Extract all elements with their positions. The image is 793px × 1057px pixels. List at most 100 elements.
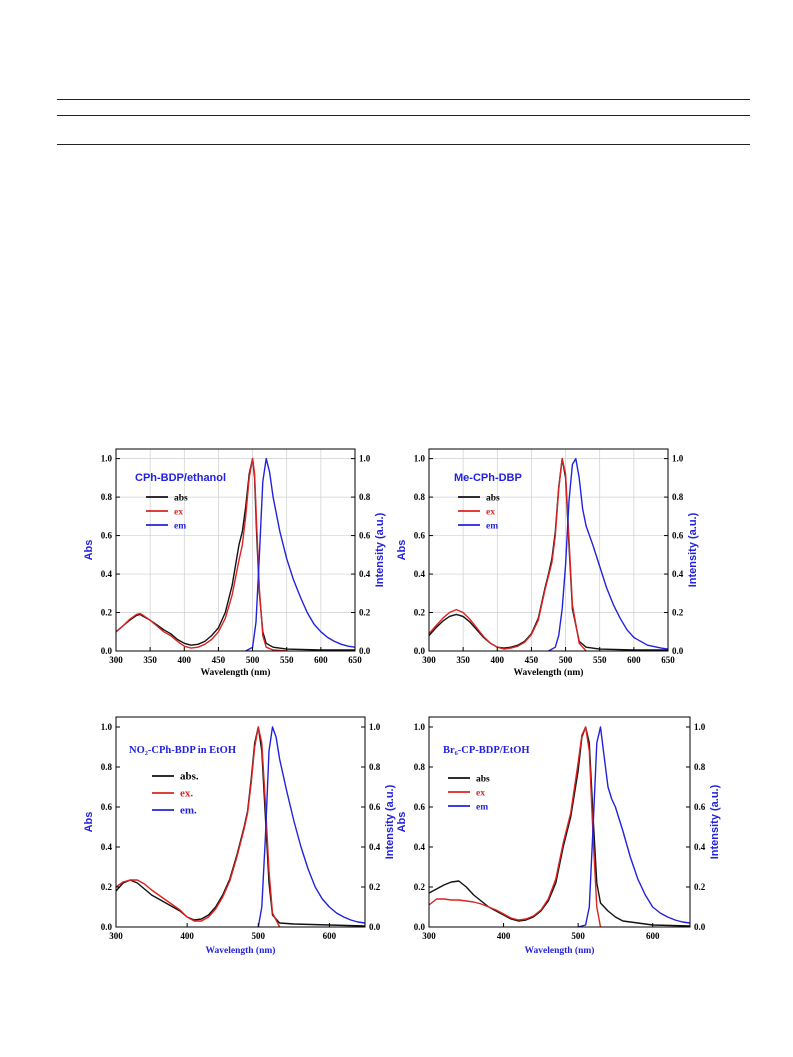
bottom-rule <box>57 144 750 145</box>
x-tick-label: 300 <box>109 931 123 941</box>
x-tick-label: 300 <box>422 655 436 665</box>
y-tick-label: 0.0 <box>101 646 113 656</box>
x-tick-label: 400 <box>491 655 505 665</box>
legend-label: em <box>174 522 186 532</box>
x-tick-label: 300 <box>109 655 123 665</box>
x-tick-label: 350 <box>143 655 157 665</box>
y-axis-label: Abs <box>396 540 408 561</box>
middle-rule <box>57 115 750 116</box>
series-line-ex <box>116 457 287 651</box>
series-line-ex <box>116 726 281 927</box>
y-tick-label: 0.4 <box>101 842 113 852</box>
series-line-em <box>245 457 355 651</box>
y-tick-label: 0.6 <box>101 802 113 812</box>
legend-label: ex <box>174 508 183 518</box>
y2-tick-label: 0.2 <box>672 608 684 618</box>
chart-title: CPh-BDP/ethanol <box>135 472 226 484</box>
y-tick-label: 0.2 <box>101 608 113 618</box>
y2-axis-label: Intensity (a.u.) <box>384 784 396 859</box>
y-tick-label: 0.0 <box>414 646 426 656</box>
y2-tick-label: 0.4 <box>672 569 684 579</box>
x-axis-label: Wavelength (nm) <box>525 945 595 956</box>
y2-tick-label: 0.0 <box>359 646 371 656</box>
y2-tick-label: 0.8 <box>359 492 371 502</box>
legend-label: em. <box>180 805 197 817</box>
y2-tick-label: 0.0 <box>694 922 706 932</box>
x-tick-label: 550 <box>593 655 607 665</box>
y2-tick-label: 0.8 <box>672 492 684 502</box>
x-tick-label: 500 <box>252 931 266 941</box>
x-axis-label: Wavelength (nm) <box>206 945 276 956</box>
chart-panel-2: 300 350 400 450 500 550 600 650 0.0 0.2 0.4 0.6 0.8 1… <box>396 448 699 678</box>
y2-axis-label: Intensity (a.u.) <box>687 512 699 587</box>
series-line-ex <box>429 726 602 927</box>
y-tick-label: 0.6 <box>414 802 426 812</box>
y-tick-label: 0.8 <box>101 492 113 502</box>
y-tick-label: 1.0 <box>101 454 113 464</box>
y2-tick-label: 0.8 <box>369 762 381 772</box>
chart-panel-3: 300 400 500 600 0.0 0.2 0.4 0.6 0.8 1.0 0.0 0.2 0.4 0… <box>83 716 396 956</box>
plot-frame <box>428 448 669 652</box>
y2-tick-label: 0.0 <box>369 922 381 932</box>
x-tick-label: 500 <box>571 931 585 941</box>
chart-title: Me-CPh-DBP <box>454 472 522 484</box>
y2-tick-label: 1.0 <box>359 454 371 464</box>
y-tick-label: 0.4 <box>414 842 426 852</box>
chart-panel-1: 300 350 400 450 500 550 600 6500.00.20.40.60.81… <box>83 448 386 678</box>
x-tick-label: 500 <box>559 655 573 665</box>
legend-label: em <box>476 803 488 813</box>
x-tick-label: 650 <box>661 655 675 665</box>
legend-label: abs <box>174 494 188 504</box>
y-tick-label: 0.0 <box>414 922 426 932</box>
y-tick-label: 0.8 <box>101 762 113 772</box>
y2-tick-label: 0.6 <box>694 802 706 812</box>
x-tick-label: 350 <box>456 655 470 665</box>
plot-frame <box>428 716 691 928</box>
x-tick-label: 600 <box>627 655 641 665</box>
plot-frame <box>115 716 366 928</box>
y-axis-label: Abs <box>396 812 408 833</box>
y2-tick-label: 0.4 <box>369 842 381 852</box>
legend-label: em <box>486 522 498 532</box>
x-axis-label: Wavelength (nm) <box>201 667 271 678</box>
y2-tick-label: 0.2 <box>359 608 371 618</box>
y2-tick-label: 0.6 <box>369 802 381 812</box>
chart-panel-4: 300 400 500 600 0.0 0.2 0.4 0.6 0.8 1.0 0.0 0.2 0.4 0… <box>396 716 721 956</box>
y-tick-label: 0.2 <box>101 882 113 892</box>
x-tick-label: 450 <box>212 655 226 665</box>
y2-tick-label: 1.0 <box>369 722 381 732</box>
x-tick-label: 650 <box>348 655 362 665</box>
y2-tick-label: 0.2 <box>694 882 706 892</box>
y-axis-label: Abs <box>83 540 95 561</box>
series-line-abs <box>429 726 690 927</box>
y2-axis-label: Intensity (a.u.) <box>374 512 386 587</box>
plot-frame <box>115 448 356 652</box>
series-line-em <box>577 726 690 927</box>
chart-title: Br₆-CP-BDP/EtOH <box>443 745 530 756</box>
y-tick-label: 1.0 <box>101 722 113 732</box>
legend-label: ex <box>486 508 495 518</box>
legend-label: ex <box>476 789 485 799</box>
legend-label: abs. <box>180 771 199 783</box>
y2-tick-label: 0.4 <box>359 569 371 579</box>
y2-tick-label: 0.4 <box>694 842 706 852</box>
y-tick-label: 0.6 <box>414 531 426 541</box>
x-tick-label: 550 <box>280 655 294 665</box>
series-line-ex <box>429 457 587 651</box>
y-tick-label: 0.8 <box>414 492 426 502</box>
y-tick-label: 1.0 <box>414 454 426 464</box>
x-tick-label: 500 <box>246 655 260 665</box>
x-tick-label: 400 <box>178 655 192 665</box>
y-tick-label: 0.2 <box>414 608 426 618</box>
y2-axis-label: Intensity (a.u.) <box>709 784 721 859</box>
y-tick-label: 0.6 <box>101 531 113 541</box>
x-tick-label: 300 <box>422 931 436 941</box>
y-tick-label: 0.2 <box>414 882 426 892</box>
y-tick-label: 0.4 <box>101 569 113 579</box>
x-tick-label: 400 <box>497 931 511 941</box>
series-line-abs <box>429 457 668 651</box>
y2-tick-label: 1.0 <box>672 454 684 464</box>
top-rule <box>57 99 750 100</box>
x-tick-label: 450 <box>525 655 539 665</box>
